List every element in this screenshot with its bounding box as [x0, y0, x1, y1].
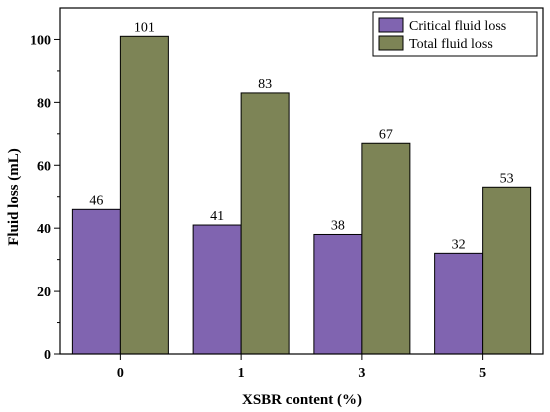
bar-total-3 [361, 142, 411, 355]
data-label-critical-0: 46 [89, 193, 103, 208]
y-tick-label-60: 60 [37, 159, 51, 174]
bar-total-5 [482, 186, 532, 355]
x-axis-title: XSBR content (%) [242, 392, 362, 408]
data-label-total-1: 83 [258, 77, 272, 92]
y-tick-label-100: 100 [30, 33, 51, 48]
data-label-critical-5: 32 [452, 237, 466, 252]
data-label-critical-1: 41 [210, 209, 224, 224]
bar-critical-1 [192, 224, 242, 355]
y-tick-label-0: 0 [44, 348, 51, 363]
plot-area: 46 101 0 41 83 1 38 67 3 32 53 5 0 20 40 60 80 100 Critica… [30, 7, 544, 381]
legend-label-total: Total fluid loss [409, 37, 493, 52]
data-label-total-0: 101 [134, 20, 155, 35]
bar-critical-0 [71, 208, 121, 355]
bar-total-1 [240, 92, 290, 355]
bar-critical-3 [313, 233, 363, 355]
y-tick-label-20: 20 [37, 285, 51, 300]
legend-swatch-total [378, 35, 404, 51]
y-tick-label-80: 80 [37, 96, 51, 111]
bar-critical-5 [434, 252, 484, 355]
x-tick-label-0: 0 [117, 366, 124, 381]
plot-frame [59, 7, 544, 355]
x-tick-label-1: 1 [238, 366, 245, 381]
y-tick-label-40: 40 [37, 222, 51, 237]
data-label-total-3: 67 [379, 127, 393, 142]
x-tick-label-3: 3 [358, 366, 365, 381]
y-axis-title: Fluid loss (mL) [6, 148, 22, 246]
data-label-total-5: 53 [500, 171, 514, 186]
x-tick-label-5: 5 [479, 366, 486, 381]
bar-total-0 [119, 35, 169, 355]
data-label-critical-3: 38 [331, 218, 345, 233]
legend-swatch-critical [378, 17, 404, 33]
legend-label-critical: Critical fluid loss [409, 19, 506, 34]
